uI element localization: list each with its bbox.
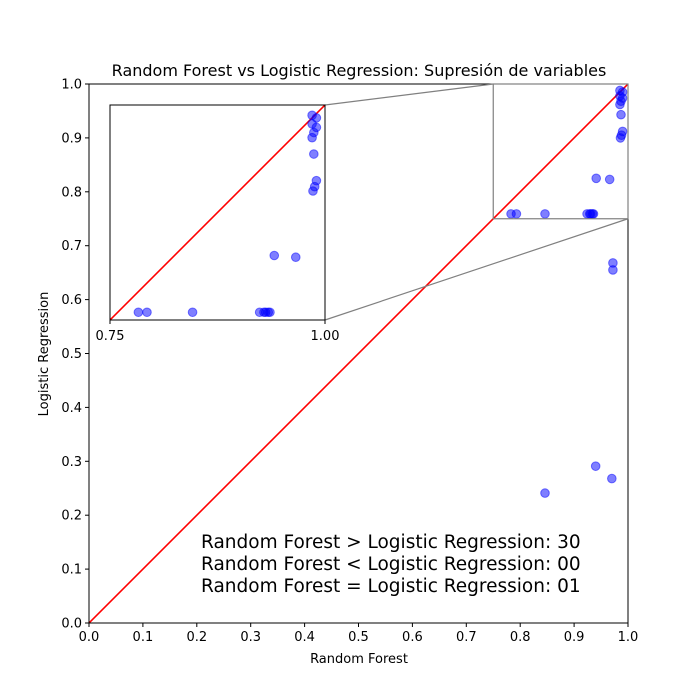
y-tick-label: 0.2 <box>61 509 82 524</box>
y-tick-label: 0.3 <box>61 455 82 470</box>
inset-points <box>133 110 322 318</box>
zoom-region-box <box>492 83 629 220</box>
y-tick-label: 0.6 <box>61 293 82 308</box>
main-plot-area <box>89 84 628 623</box>
zoom-connector-line <box>324 218 629 321</box>
y-tick-label: 0.9 <box>61 131 82 146</box>
reference-line-main <box>89 84 628 623</box>
data-point <box>540 488 550 498</box>
x-axis-label: Random Forest <box>310 652 408 667</box>
x-tick-label: 0.6 <box>402 630 423 645</box>
data-point <box>511 209 522 219</box>
data-point <box>591 173 601 184</box>
data-point <box>615 99 625 110</box>
data-point <box>590 461 601 471</box>
inset-data-point <box>309 149 319 159</box>
x-tick-label: 0.0 <box>79 630 100 645</box>
data-point <box>615 133 626 143</box>
y-tick-label: 0.7 <box>61 239 82 254</box>
y-tick-label: 1.0 <box>61 78 82 93</box>
inset-x-tick-label: 1.00 <box>311 329 340 344</box>
inset-zoom-plot: 0.75 1.00 <box>96 104 340 344</box>
x-tick-label: 0.5 <box>348 630 369 645</box>
data-point <box>608 265 618 275</box>
zoom-connector-line <box>324 83 494 106</box>
inset-data-point <box>142 307 152 318</box>
x-tick-label: 0.7 <box>456 630 477 645</box>
x-tick-label: 0.9 <box>564 630 585 645</box>
data-point <box>607 473 617 484</box>
x-tick-label: 0.2 <box>186 630 207 645</box>
data-point <box>616 109 626 120</box>
inset-data-point <box>269 250 280 261</box>
data-point <box>588 209 599 219</box>
inset-data-point <box>308 186 318 196</box>
chart-title: Random Forest vs Logistic Regression: Su… <box>112 61 607 80</box>
x-tick-label: 0.8 <box>510 630 531 645</box>
summary-annotations: Random Forest > Logistic Regression: 30 … <box>201 532 581 597</box>
x-tick-label: 0.4 <box>294 630 315 645</box>
y-tick-label: 0.4 <box>61 401 82 416</box>
y-tick-label: 0.0 <box>61 617 82 632</box>
data-point <box>540 209 550 219</box>
reference-line-inset <box>110 105 325 320</box>
inset-data-point <box>187 307 198 318</box>
zoom-connectors <box>324 83 629 321</box>
main-axes: 0.0 0.1 0.2 0.3 0.4 0.5 0.6 0.7 0.8 0.9 1.0 0.0 0.1 0… <box>61 78 638 646</box>
y-axis-label: Logistic Regression <box>37 292 52 417</box>
annotation-equal: Random Forest = Logistic Regression: 01 <box>201 576 581 597</box>
data-point <box>604 174 615 185</box>
annotation-less: Random Forest < Logistic Regression: 00 <box>201 554 581 575</box>
x-tick-label: 1.0 <box>618 630 639 645</box>
inset-data-point <box>265 307 275 318</box>
inset-x-tick-label: 0.75 <box>96 329 125 344</box>
inset-frame <box>109 104 326 321</box>
y-tick-label: 0.5 <box>61 347 82 362</box>
x-tick-label: 0.3 <box>240 630 261 645</box>
main-points <box>506 85 628 498</box>
annotation-greater: Random Forest > Logistic Regression: 30 <box>201 532 581 553</box>
inset-data-point <box>133 307 144 318</box>
y-tick-label: 0.8 <box>61 185 82 200</box>
y-tick-label: 0.1 <box>61 563 82 578</box>
inset-data-point <box>290 252 301 263</box>
inset-data-point <box>307 132 317 143</box>
x-tick-label: 0.1 <box>133 630 154 645</box>
